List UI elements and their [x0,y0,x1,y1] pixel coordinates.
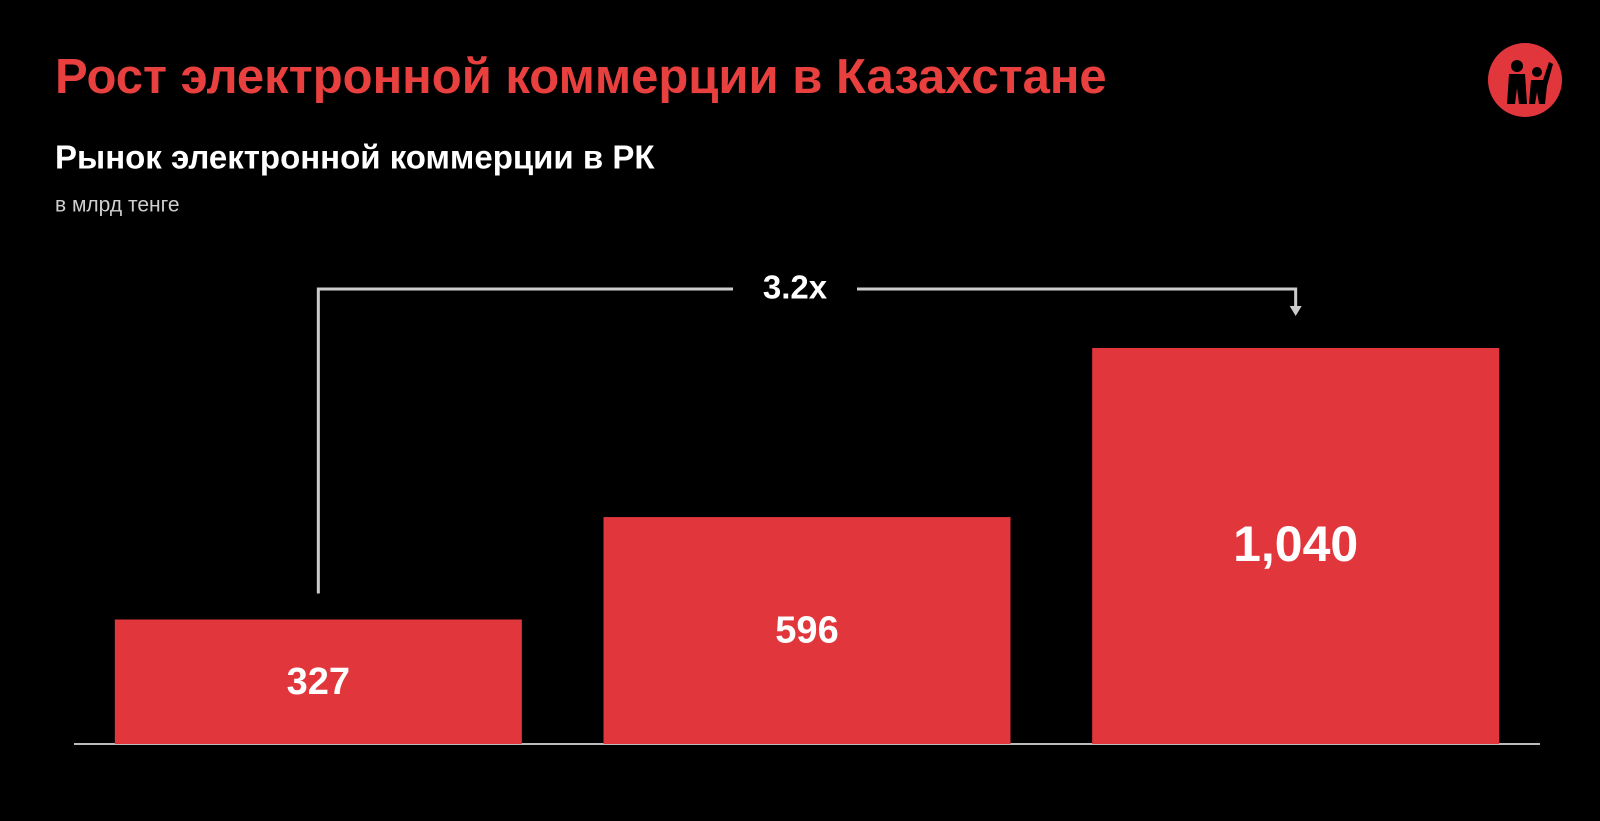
bar [603,517,1011,744]
slide-title: Рост электронной коммерции в Казахстане [55,50,1107,104]
chart-subtitle: в млрд тенге [55,194,180,217]
bar [1092,348,1500,744]
chart-title: Рынок электронной коммерции в РК [55,139,655,176]
logo-figure [1507,74,1527,104]
value-label: 327 [287,661,350,703]
logo [1488,43,1562,117]
logo-figure [1529,62,1553,104]
logo-head [1511,60,1523,72]
bracket-arrow [1289,306,1302,316]
annotation: 3.2x [763,269,828,306]
bar [114,619,522,744]
logo-head [1532,67,1542,77]
value-label: 596 [775,610,838,652]
bracket-line [857,287,1298,310]
value-label: 1,040 [1233,516,1358,572]
bracket-line [316,287,733,594]
